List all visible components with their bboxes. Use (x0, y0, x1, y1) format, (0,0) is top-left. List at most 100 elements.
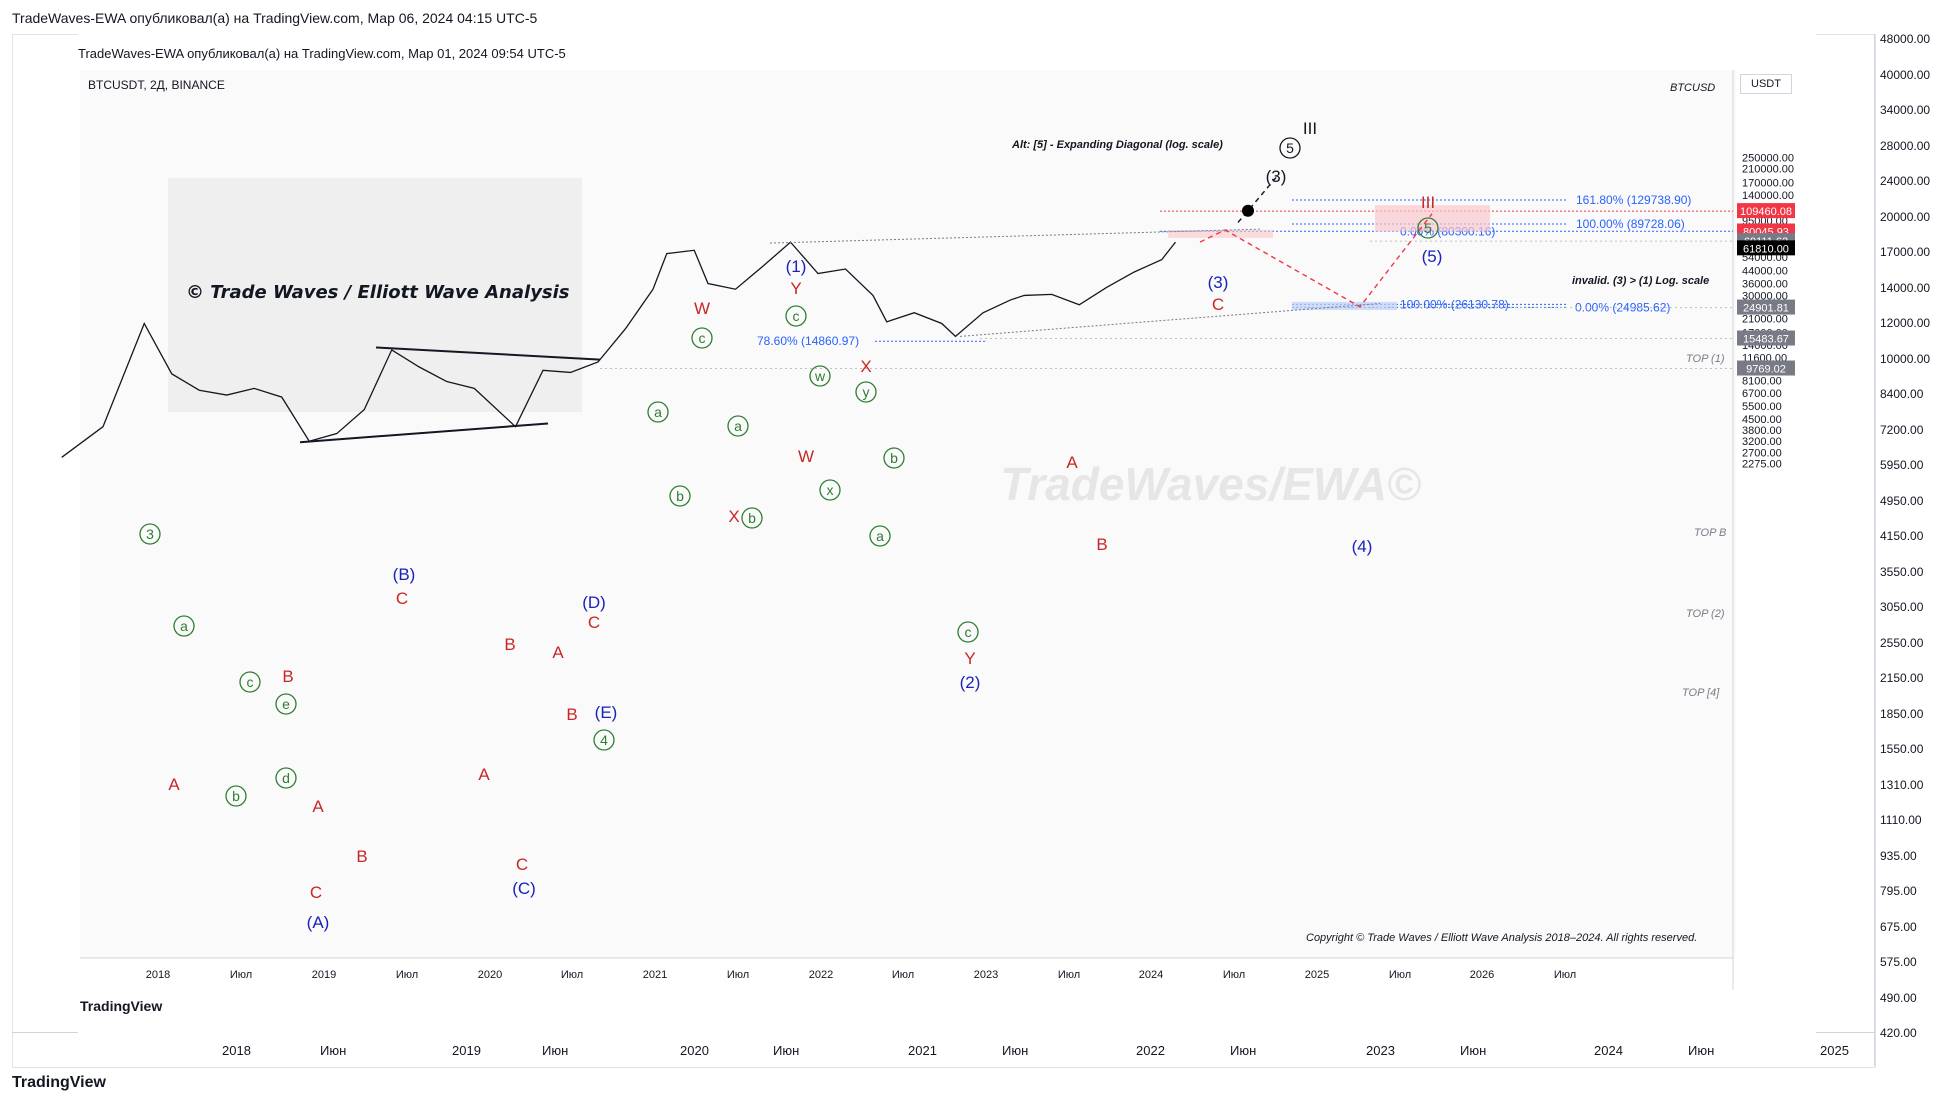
inner-x-tick: 2025 (1305, 969, 1329, 981)
minor-wave-label: a (654, 404, 662, 420)
target-zone-red-small (1168, 229, 1273, 238)
wave-label: W (798, 447, 814, 466)
outer-y-tick: 2550.00 (1880, 635, 1924, 650)
inner-x-tick: 2020 (478, 969, 502, 981)
wave-5-label-circle (1417, 217, 1439, 239)
fib-level-label: 0.00% (24985.62) (1575, 300, 1670, 314)
minor-wave-label-circle (669, 485, 691, 507)
wave-label: B (1096, 535, 1107, 554)
outer-y-tick: 7200.00 (1880, 422, 1924, 437)
minor-wave-label-circle (785, 305, 807, 327)
inner-y-tick: 210000.00 (1742, 164, 1794, 176)
inner-x-tick: Июл (892, 969, 914, 981)
wave-label: B (282, 667, 293, 686)
wave-label: C (1212, 295, 1224, 314)
projection-path-black (1237, 174, 1279, 223)
outer-x-tick: Июн (320, 1043, 347, 1058)
price-label: 24901.81 (1743, 303, 1789, 315)
price-label: 9769.02 (1746, 364, 1786, 376)
wave-label: B (356, 847, 367, 866)
price-label-bg (1737, 360, 1795, 376)
minor-wave-label: b (748, 510, 756, 526)
outer-x-tick: 2019 (452, 1043, 481, 1058)
inner-y-tick: 8100.00 (1742, 376, 1782, 388)
outer-x-tick: Июн (773, 1043, 800, 1058)
inner-y-tick: 3800.00 (1742, 425, 1782, 437)
primary-wave-label: (1) (786, 257, 807, 276)
wave-label: X (860, 357, 871, 376)
inner-y-tick: 250000.00 (1742, 152, 1794, 164)
watermark-text: © Trade Waves / Elliott Wave Analysis (186, 282, 570, 303)
wave-label: B (504, 635, 515, 654)
wave-label: B (566, 705, 577, 724)
inner-y-tick: 21000.00 (1742, 314, 1788, 326)
primary-wave-label: (A) (307, 913, 330, 932)
wave-label: A (1066, 453, 1078, 472)
inner-y-tick: 2700.00 (1742, 447, 1782, 459)
minor-wave-label: a (876, 528, 884, 544)
outer-y-tick: 1110.00 (1880, 813, 1922, 827)
tradingview-logo: TradingView (12, 1074, 106, 1091)
wave-4-label: 4 (600, 732, 608, 748)
price-label-bg (1737, 203, 1795, 219)
outer-y-tick: 28000.00 (1880, 138, 1931, 153)
inner-x-tick: Июл (1058, 969, 1080, 981)
inner-x-tick: 2023 (974, 969, 998, 981)
inner-y-tick: 6700.00 (1742, 388, 1782, 400)
outer-y-tick: 8400.00 (1880, 387, 1924, 401)
price-label-bg (1737, 240, 1795, 256)
outer-y-tick: 17000.00 (1880, 245, 1931, 259)
wave-4-label-circle (593, 729, 615, 751)
outer-y-tick: 4150.00 (1880, 529, 1924, 543)
outer-y-tick: 3550.00 (1880, 564, 1924, 579)
fib-level-label: 100.00% (26130.78) (1400, 297, 1509, 311)
outer-y-tick: 1850.00 (1880, 706, 1924, 721)
price-label-bg (1737, 299, 1795, 315)
price-label-bg (1737, 330, 1795, 346)
target-zone-red (1375, 205, 1490, 232)
price-label: 109460.08 (1740, 206, 1792, 218)
minor-wave-label-circle (809, 365, 831, 387)
currency-unit-button[interactable]: USDT (1740, 74, 1792, 94)
topB-label: TOP B (1694, 527, 1726, 539)
projection-point (1242, 204, 1254, 217)
outer-y-tick: 490.00 (1880, 990, 1917, 1005)
price-series-line (61, 241, 1177, 458)
fib-level-label: 161.80% (129738.90) (1576, 193, 1691, 207)
inner-y-tick: 44000.00 (1742, 265, 1788, 277)
minor-wave-label: c (699, 330, 706, 346)
minor-wave-label: y (863, 384, 870, 400)
minor-wave-label-circle (239, 671, 261, 693)
inner-x-tick: 2022 (809, 969, 833, 981)
invalid-note: invalid. (3) > (1) Log. scale (1572, 275, 1709, 287)
minor-wave-label-circle (741, 507, 763, 529)
watermark-panel (168, 178, 582, 412)
outer-y-tick: 12000.00 (1880, 316, 1931, 330)
wave-label: Y (790, 279, 801, 298)
copyright-note: Copyright © Trade Waves / Elliott Wave A… (1306, 932, 1698, 944)
primary-wave-label: (4) (1352, 537, 1373, 556)
symbol-line: BTCUSDT, 2Д, BINANCE (88, 78, 225, 92)
outer-x-tick: Июн (1688, 1043, 1715, 1058)
wave-label: A (478, 765, 490, 784)
inner-x-tick: Июл (561, 969, 583, 981)
alt-note: Alt: [5] - Expanding Diagonal (log. scal… (1011, 139, 1223, 151)
wave-label: III (1303, 119, 1317, 138)
outer-y-tick: 420.00 (1880, 1026, 1917, 1040)
minor-wave-label: w (814, 368, 826, 384)
primary-wave-label: (C) (512, 879, 536, 898)
outer-y-tick: 34000.00 (1880, 103, 1931, 117)
minor-wave-label: b (676, 488, 684, 504)
outer-y-tick: 20000.00 (1880, 209, 1931, 224)
symbol-right-label: BTCUSD (1670, 82, 1716, 94)
primary-wave-label: (3) (1208, 273, 1229, 292)
outer-y-tick: 24000.00 (1880, 174, 1931, 188)
inner-x-tick: 2024 (1139, 969, 1163, 981)
outer-x-tick: Июн (542, 1043, 569, 1058)
outer-x-tick: 2021 (908, 1043, 937, 1058)
inner-x-tick: 2021 (643, 969, 667, 981)
outer-x-tick: 2025 (1820, 1043, 1849, 1058)
inner-x-tick: Июл (727, 969, 749, 981)
outer-x-tick: 2022 (1136, 1043, 1165, 1058)
